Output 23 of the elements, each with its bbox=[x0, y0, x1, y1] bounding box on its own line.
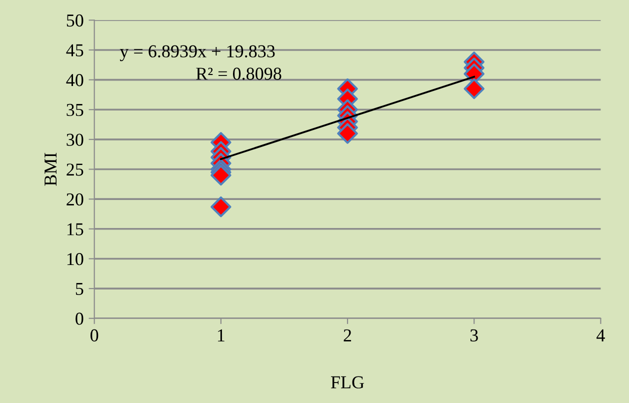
point bbox=[210, 196, 232, 218]
annotation: y = 6.8939x + 19.833 bbox=[120, 45, 275, 62]
annotation: R² = 0.8098 bbox=[196, 68, 282, 80]
y-tick-label: 10 bbox=[67, 252, 84, 266]
y-axis-title: BMI bbox=[44, 152, 57, 186]
x-tick-label: 0 bbox=[90, 329, 98, 342]
x-tick-label: 4 bbox=[596, 329, 605, 342]
x-tick-label: 1 bbox=[218, 329, 224, 342]
point bbox=[337, 123, 358, 144]
x-tick-label: 2 bbox=[344, 329, 352, 342]
x-axis-title: FLG bbox=[330, 376, 364, 388]
y-tick-label: 45 bbox=[66, 44, 84, 56]
y-tick-label: 5 bbox=[76, 282, 84, 295]
point bbox=[464, 78, 484, 100]
y-tick-label: 50 bbox=[66, 14, 84, 27]
y-tick-label: 25 bbox=[66, 164, 84, 176]
x-tick-label: 3 bbox=[470, 329, 478, 342]
y-tick-label: 15 bbox=[67, 223, 84, 236]
y-tick-label: 40 bbox=[66, 74, 84, 86]
y-tick-label: 20 bbox=[66, 193, 84, 206]
y-tick-label: 30 bbox=[66, 134, 84, 146]
y-tick-label: 0 bbox=[76, 312, 84, 325]
y-tick-label: 35 bbox=[66, 104, 84, 116]
